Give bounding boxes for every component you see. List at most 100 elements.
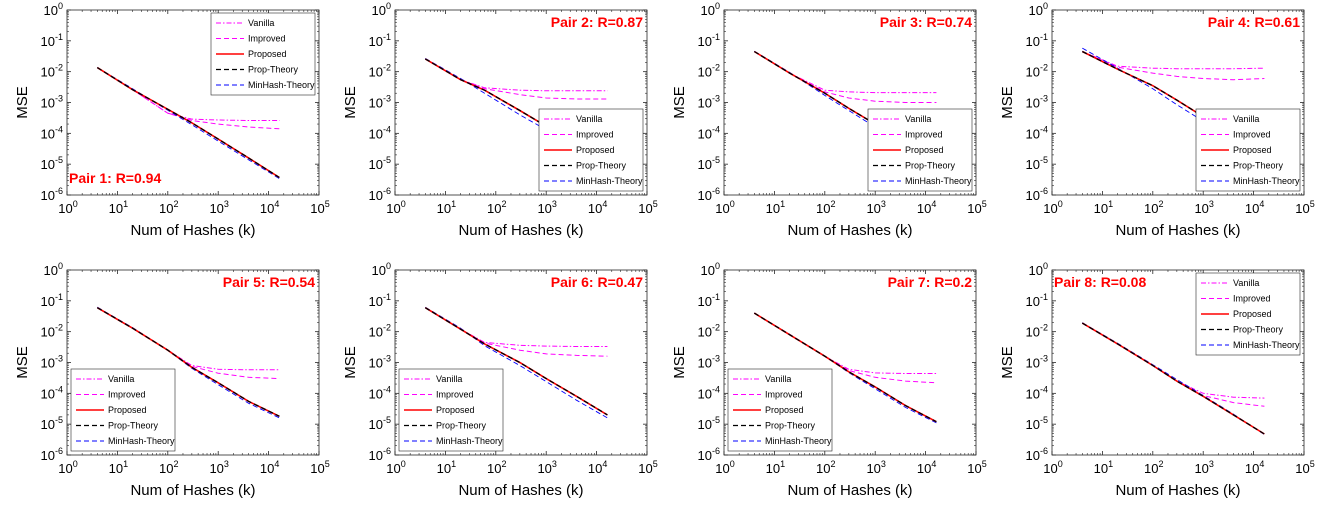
x-tick-label: 101 [109,459,128,476]
y-tick-label: 10-2 [698,63,720,80]
y-tick-label: 10-4 [1026,124,1048,141]
legend-entry: Improved [248,34,286,44]
y-tick-label: 10-4 [41,384,63,401]
subplot-8: 100 101 102 103 104 105 10-6 10-5 10-4 10-3 10-2 10… [999,261,1315,499]
y-tick-label: 100 [44,1,63,18]
x-tick-label: 102 [487,459,506,476]
y-axis-label: MSE [999,346,1016,379]
pair-annotation: Pair 7: R=0.2 [888,274,973,290]
x-tick-label: 103 [209,199,228,216]
x-tick-label: 105 [310,459,329,476]
y-tick-label: 10-1 [369,32,391,49]
legend-entry: Vanilla [436,374,462,384]
series-line-vanilla [754,312,937,374]
pair-annotation: Pair 2: R=0.87 [551,14,643,30]
y-axis-label: MSE [14,346,31,379]
y-axis-label: MSE [671,86,688,119]
legend-entry: MinHash-Theory [576,176,643,186]
series-line-prop-theory [96,67,280,179]
y-tick-label: 100 [372,1,391,18]
legend: Vanilla Improved Proposed Prop-Theory MinHas… [1195,108,1301,192]
series-line-vanilla [425,58,608,92]
legend-entry: Prop-Theory [905,161,956,171]
legend-entry: MinHash-Theory [1233,340,1300,350]
y-tick-label: 10-1 [1026,292,1048,309]
y-tick-label: 100 [44,261,63,278]
legend-entry: Improved [905,130,943,140]
y-tick-label: 10-6 [698,186,720,203]
legend: Vanilla Improved Proposed Prop-Theory MinHas… [867,108,973,192]
x-axis-label: Num of Hashes (k) [130,222,255,239]
y-tick-label: 10-5 [41,155,63,172]
y-tick-label: 10-1 [369,292,391,309]
x-tick-label: 101 [766,199,785,216]
legend-entry: Prop-Theory [765,421,816,431]
x-tick-label: 103 [1194,459,1213,476]
legend-entry: Proposed [436,405,475,415]
x-tick-label: 102 [816,199,835,216]
legend: Vanilla Improved Proposed Prop-Theory MinHas… [398,368,504,452]
y-tick-label: 10-6 [1026,446,1048,463]
x-axis-label: Num of Hashes (k) [1115,222,1240,239]
x-tick-label: 102 [816,459,835,476]
y-tick-label: 10-5 [369,155,391,172]
x-tick-label: 105 [967,199,986,216]
y-axis-label: MSE [14,86,31,119]
subplot-3: 100 101 102 103 104 105 10-6 10-5 10-4 10-3 10-2 10… [671,1,987,239]
x-axis-label: Num of Hashes (k) [458,482,583,499]
legend-entry: Proposed [108,405,147,415]
y-tick-label: 100 [701,1,720,18]
x-tick-label: 102 [1144,459,1163,476]
legend: Vanilla Improved Proposed Prop-Theory MinHas… [727,368,833,452]
x-tick-label: 100 [715,459,734,476]
y-tick-label: 10-1 [698,32,720,49]
series-line-prop-theory [424,58,608,166]
y-tick-label: 10-5 [1026,415,1048,432]
y-tick-label: 10-4 [698,124,720,141]
y-tick-label: 10-1 [41,32,63,49]
y-axis-label: MSE [671,346,688,379]
y-tick-label: 10-4 [698,384,720,401]
legend-entry: Improved [1233,294,1271,304]
y-tick-label: 10-6 [698,446,720,463]
y-tick-label: 10-4 [369,384,391,401]
x-tick-label: 103 [537,459,556,476]
x-tick-label: 101 [766,459,785,476]
legend-entry: MinHash-Theory [108,436,175,446]
legend-entry: Proposed [576,145,615,155]
x-tick-label: 104 [1245,199,1264,216]
legend-entry: Prop-Theory [1233,325,1284,335]
x-tick-label: 103 [1194,199,1213,216]
y-tick-label: 10-5 [1026,155,1048,172]
x-tick-label: 102 [159,459,178,476]
y-tick-label: 10-2 [698,323,720,340]
y-tick-label: 100 [372,261,391,278]
y-tick-label: 10-6 [41,446,63,463]
y-tick-label: 10-3 [698,94,720,111]
x-tick-label: 103 [209,459,228,476]
y-tick-label: 10-3 [698,354,720,371]
y-axis-label: MSE [342,346,359,379]
subplot-4: 100 101 102 103 104 105 10-6 10-5 10-4 10-3 10-2 10… [999,1,1315,239]
legend-entry: MinHash-Theory [248,80,315,90]
y-tick-label: 10-3 [41,94,63,111]
y-tick-label: 10-1 [1026,32,1048,49]
legend-entry: MinHash-Theory [1233,176,1300,186]
series-line-prop-theory [96,307,280,417]
x-tick-label: 104 [588,199,607,216]
legend-entry: Proposed [248,49,287,59]
series-line-prop-theory [1082,50,1265,151]
x-tick-label: 102 [1144,199,1163,216]
y-tick-label: 100 [1029,261,1048,278]
legend-entry: Vanilla [905,114,931,124]
x-tick-label: 105 [967,459,986,476]
subplot-1: 100 101 102 103 104 105 10-6 10-5 10-4 10-3 10-2 10… [14,1,330,239]
x-axis-label: Num of Hashes (k) [1115,482,1240,499]
y-tick-label: 10-4 [1026,384,1048,401]
x-axis-label: Num of Hashes (k) [458,222,583,239]
x-tick-label: 104 [260,459,279,476]
x-tick-label: 100 [58,459,77,476]
y-tick-label: 10-6 [1026,186,1048,203]
y-tick-label: 10-6 [369,186,391,203]
